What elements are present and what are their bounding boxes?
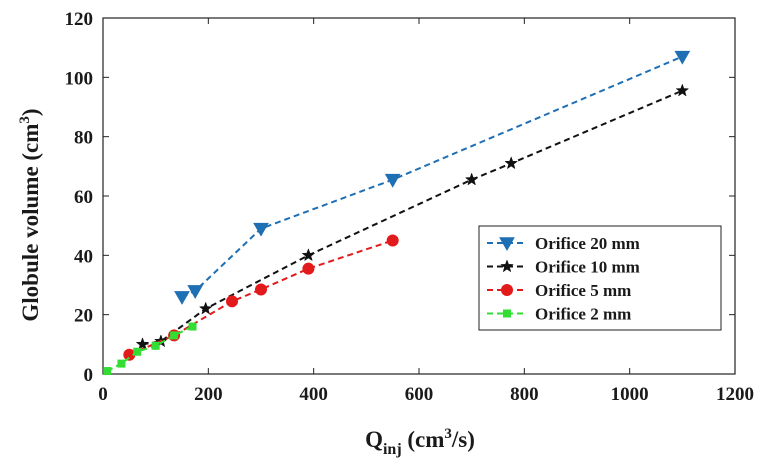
x-tick-label: 600 [405, 384, 434, 405]
x-tick-label: 1200 [716, 384, 754, 405]
data-point [170, 331, 179, 340]
x-tick-label: 400 [299, 384, 328, 405]
series-group [174, 50, 691, 305]
y-axis-title-superscript: 3 [17, 116, 33, 124]
x-axis-title-superscript: 3 [444, 426, 452, 442]
y-axis-title: Globule volume (cm3) [17, 108, 43, 321]
series-group [103, 322, 197, 376]
x-tick-label: 200 [194, 384, 223, 405]
data-point [123, 348, 136, 361]
y-tick-label: 80 [74, 128, 93, 149]
data-point [255, 283, 267, 296]
series-group [135, 83, 690, 351]
legend-label: Orifice 10 mm [535, 258, 640, 277]
data-point [198, 301, 213, 315]
y-tick-label: 0 [84, 365, 94, 386]
data-point [226, 295, 239, 308]
y-tick-label: 40 [74, 246, 93, 267]
data-point [464, 172, 479, 186]
legend-marker [503, 309, 511, 318]
data-point [674, 50, 691, 65]
y-tick-label: 120 [65, 9, 94, 30]
data-point [384, 173, 401, 188]
data-point [174, 291, 190, 305]
y-tick-label: 100 [65, 68, 94, 89]
axes: 0 200 400 600 800 1000 1200 0 20 40 60 80 100 120 [65, 9, 755, 405]
x-axis-title: Qinj (cm3/s) [365, 426, 475, 458]
data-point [117, 359, 126, 368]
x-axis-title-unit-start: (cm [402, 427, 445, 452]
data-point [135, 337, 150, 351]
y-axis-title-close: ) [18, 108, 43, 116]
legend-label: Orifice 20 mm [535, 234, 640, 253]
data-point [133, 347, 142, 356]
data-point [301, 248, 316, 262]
legend-marker [500, 259, 514, 273]
y-tick-label: 60 [74, 187, 93, 208]
legend-label: Orifice 2 mm [535, 305, 631, 324]
x-tick-label: 0 [98, 384, 108, 405]
series-group [123, 234, 399, 361]
data-point [151, 341, 160, 350]
data-point [302, 262, 315, 275]
x-axis-title-subscript: inj [383, 441, 402, 458]
data-point [386, 234, 399, 247]
series-layer [103, 50, 691, 376]
y-tick-label: 20 [74, 306, 93, 327]
x-tick-label: 1000 [611, 384, 649, 405]
x-axis-title-unit-end: /s) [451, 427, 475, 452]
legend-marker [501, 284, 513, 296]
y-axis-title-main: Globule volume (cm [18, 124, 43, 322]
data-point [188, 322, 197, 331]
legend: Orifice 20 mm Orifice 10 mm Orifice 5 mm Or… [478, 225, 722, 331]
legend-label: Orifice 5 mm [535, 281, 631, 300]
data-point [253, 222, 269, 237]
legend-marker [499, 237, 515, 252]
x-axis-title-main: Q [365, 427, 383, 452]
series-line [128, 239, 393, 356]
data-point [103, 367, 112, 376]
data-point [675, 83, 690, 97]
data-point [504, 156, 519, 170]
x-tick-label: 800 [510, 384, 539, 405]
data-point [187, 285, 204, 299]
